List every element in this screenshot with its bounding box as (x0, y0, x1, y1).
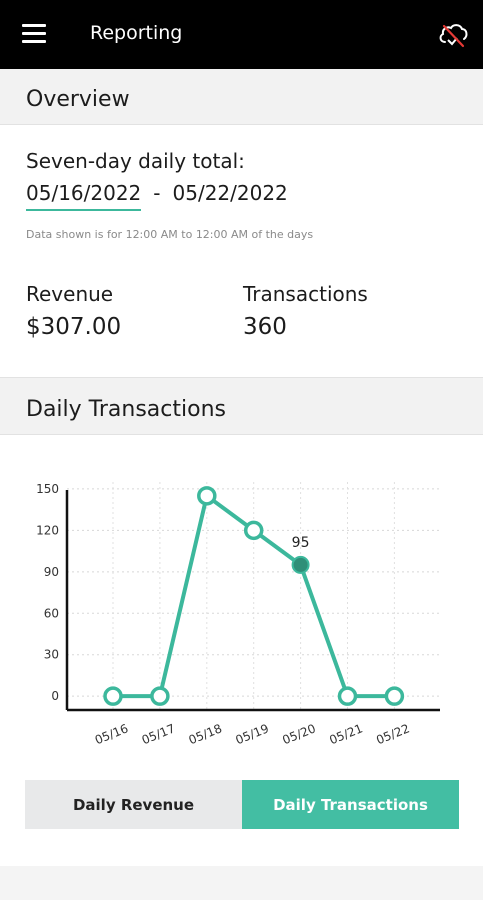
daily-transactions-tab[interactable]: Daily Transactions (242, 780, 459, 829)
revenue-label: Revenue (26, 282, 114, 306)
daily-transactions-heading: Daily Transactions (26, 397, 226, 422)
x-tick-label: 05/22 (374, 721, 411, 747)
x-tick-label: 05/18 (187, 721, 224, 747)
data-point (197, 486, 217, 506)
daily-revenue-tab[interactable]: Daily Revenue (25, 780, 242, 829)
y-tick-label: 150 (36, 482, 59, 496)
y-tick-label: 90 (44, 565, 59, 579)
range-end-date[interactable]: 05/22/2022 (172, 181, 288, 205)
data-point (103, 686, 123, 706)
y-tick-label: 120 (36, 523, 59, 537)
data-point (150, 686, 170, 706)
y-tick-label: 0 (51, 689, 59, 703)
x-tick-label: 05/20 (280, 721, 317, 747)
app-bar-title: Reporting (90, 22, 183, 44)
hamburger-menu-icon[interactable] (22, 24, 48, 46)
chart-toggle: Daily Revenue Daily Transactions (25, 780, 459, 829)
revenue-value: $307.00 (26, 314, 122, 340)
range-start-date[interactable]: 05/16/2022 (26, 181, 142, 211)
data-point (243, 520, 264, 541)
daily-transactions-header: Daily Transactions (0, 377, 483, 435)
overview-heading: Overview (26, 87, 130, 112)
data-point-selected (291, 555, 310, 574)
x-tick-label: 05/16 (93, 721, 130, 747)
range-separator: - (153, 181, 161, 205)
overview-header: Overview (0, 69, 483, 125)
x-tick-label: 05/21 (327, 721, 364, 747)
data-point (384, 686, 405, 706)
transactions-value: 360 (243, 314, 287, 340)
x-tick-label: 05/19 (234, 721, 271, 747)
bottom-band (0, 866, 483, 900)
date-range: 05/16/2022 - 05/22/2022 (26, 181, 288, 211)
y-tick-label: 60 (44, 606, 59, 620)
data-point-label: 95 (292, 535, 310, 551)
x-tick-label: 05/17 (140, 721, 177, 747)
cloud-offline-icon[interactable] (436, 18, 470, 52)
transactions-label: Transactions (243, 282, 368, 306)
daily-transactions-chart: 0 30 60 90 120 150 05/16 05/17 05/18 05/19 05/20 05… (36, 482, 440, 747)
data-point (337, 686, 358, 706)
range-caption: Seven-day daily total: (26, 149, 245, 173)
y-tick-label: 30 (44, 648, 59, 662)
app-bar: Reporting (0, 0, 483, 69)
data-range-note: Data shown is for 12:00 AM to 12:00 AM o… (26, 228, 314, 241)
